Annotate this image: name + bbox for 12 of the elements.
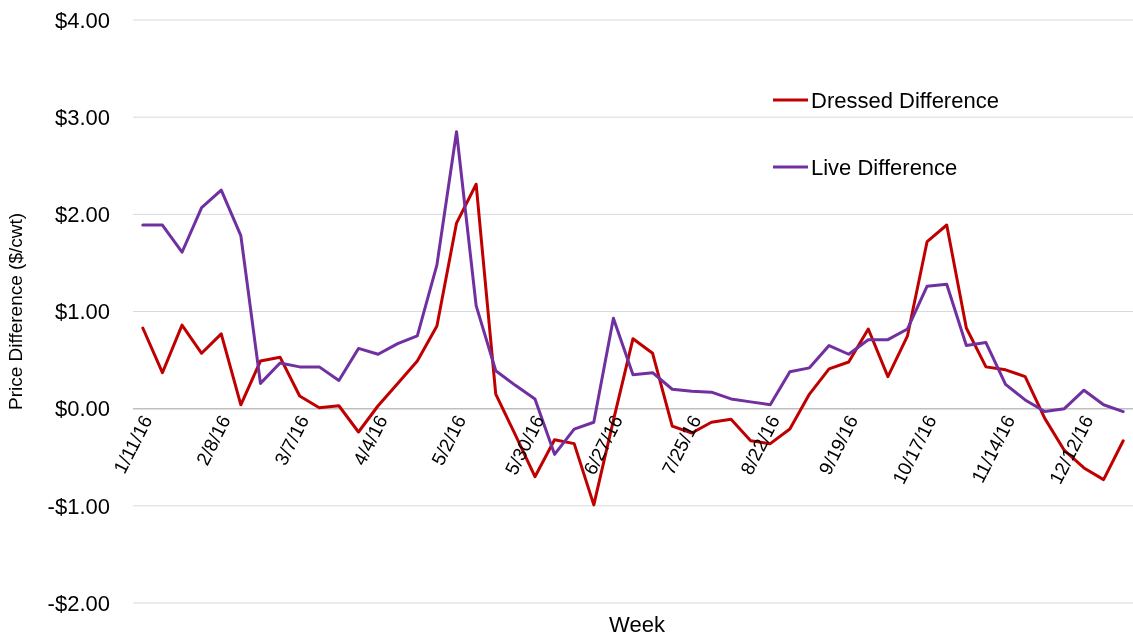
- y-tick-label: $2.00: [54, 202, 110, 228]
- y-tick-label: $0.00: [54, 396, 110, 422]
- x-axis-title: Week: [609, 612, 666, 637]
- y-axis-title: Price Difference ($/cwt): [5, 212, 26, 411]
- y-tick-label: $1.00: [54, 299, 110, 325]
- x-tick-label: 4/4/16: [348, 411, 392, 469]
- y-tick-label: -$2.00: [47, 590, 110, 616]
- y-tick-label: $3.00: [54, 104, 110, 130]
- y-tick-label: $4.00: [54, 7, 110, 33]
- y-tick-label: -$1.00: [47, 493, 110, 519]
- legend-label: Live Difference: [811, 154, 958, 180]
- legend-label: Dressed Difference: [811, 87, 999, 113]
